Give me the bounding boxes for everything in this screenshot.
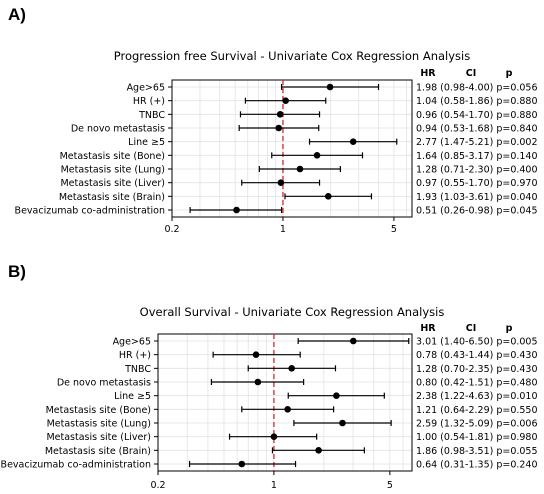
panel-a-row-label: HR (+): [133, 96, 165, 107]
panel-b-row-label: Age>65: [113, 337, 151, 348]
panel-a-row-stats: 0.97 (0.55-1.70) p=0.970: [416, 178, 538, 189]
panel-b-x-tick-label: 1: [271, 480, 277, 491]
panel-b-row-stats: 1.86 (0.98-3.51) p=0.055: [416, 446, 538, 457]
panel-a-x-tick-label: 5: [391, 224, 397, 235]
panel-b-hr-point: [315, 447, 322, 454]
panel-a-hr-point: [326, 83, 334, 91]
panel-a-row-stats: 0.51 (0.26-0.98) p=0.045: [416, 206, 538, 217]
panel-b-x-tick-label: 0.2: [150, 480, 165, 491]
panel-a-row-stats: 1.28 (0.71-2.30) p=0.400: [416, 165, 538, 176]
panel-b-row-label: Metastasis site (Bone): [46, 405, 151, 416]
panel-b-row-stats: 1.28 (0.70-2.35) p=0.430: [416, 364, 538, 375]
panel-a-row-label: Metastasis site (Brain): [59, 192, 165, 203]
panel-a-title: Progression free Survival - Univariate C…: [114, 49, 470, 63]
panel-b-letter: B): [8, 262, 26, 281]
panel-b-header-p: p: [506, 323, 513, 334]
panel-b-hr-point: [254, 378, 262, 386]
panel-b-hr-point: [252, 351, 260, 358]
panel-a-row-stats: 2.77 (1.47-5.21) p=0.002: [416, 137, 538, 148]
panel-a-row-label: Metastasis site (Liver): [60, 178, 165, 189]
panel-a-hr-point: [276, 111, 284, 118]
panel-a-row-stats: 1.04 (0.58-1.86) p=0.880: [416, 96, 538, 107]
panel-a-hr-point: [282, 97, 289, 104]
panel-a-header-p: p: [506, 68, 513, 79]
panel-a-row-stats: 1.98 (0.98-4.00) p=0.056: [416, 83, 538, 94]
panel-a-hr-point: [275, 124, 282, 132]
panel-b-hr-point: [284, 406, 291, 413]
panel-b-hr-point: [288, 365, 296, 372]
panel-a-header-ci: CI: [466, 68, 477, 79]
panel-a-row-label: Metastasis site (Lung): [61, 165, 165, 176]
panel-b-row-stats: 0.64 (0.31-1.35) p=0.240: [416, 460, 538, 471]
panel-b-row-label: TNBC: [124, 364, 151, 375]
panel-b-hr-point: [349, 337, 357, 345]
panel-b-row-label: De novo metastasis: [57, 378, 151, 389]
panel-a-hr-point: [296, 165, 304, 173]
panel-a-x-tick-label: 1: [280, 224, 286, 235]
panel-b-row-stats: 1.00 (0.54-1.81) p=0.980: [416, 432, 538, 443]
panel-b-row-stats: 1.21 (0.64-2.29) p=0.550: [416, 405, 538, 416]
panel-a-letter: A): [8, 5, 26, 24]
panel-a-row-label: Bevacizumab co-administration: [15, 206, 165, 217]
panel-b-axes-frame: [157, 333, 413, 472]
panel-b-row-label: HR (+): [119, 350, 151, 361]
panel-b-hr-point: [270, 433, 278, 440]
panel-a-row-stats: 1.64 (0.85-3.17) p=0.140: [416, 151, 538, 162]
panel-b-row-stats: 2.59 (1.32-5.09) p=0.006: [416, 419, 538, 430]
panel-b-row-label: Metastasis site (Lung): [47, 419, 151, 430]
panel-b-x-tick-label: 5: [387, 480, 393, 491]
panel-b-header-hr: HR: [420, 323, 436, 334]
panel-b-title: Overall Survival - Univariate Cox Regres…: [140, 305, 445, 319]
panel-a-hr-point: [277, 179, 285, 186]
panel-a-row-label: TNBC: [138, 110, 165, 121]
panel-b-row-stats: 0.78 (0.43-1.44) p=0.430: [416, 350, 538, 361]
panel-b-row-stats: 2.38 (1.22-4.63) p=0.010: [416, 391, 538, 402]
panel-a-row-stats: 0.96 (0.54-1.70) p=0.880: [416, 110, 538, 121]
panel-b-row-label: Bevacizumab co-administration: [1, 460, 151, 471]
panel-a-axes-frame: [171, 79, 413, 218]
panel-a-row-stats: 1.93 (1.03-3.61) p=0.040: [416, 192, 538, 203]
panel-a-row-label: Age>65: [127, 83, 165, 94]
panel-a-x-tick-label: 0.2: [164, 224, 179, 235]
panel-a-row-label: Line ≥5: [128, 137, 165, 148]
panel-b-row-stats: 3.01 (1.40-6.50) p=0.005: [416, 337, 538, 348]
panel-a-header-hr: HR: [420, 68, 436, 79]
panel-a-hr-point: [324, 193, 332, 200]
panel-b-hr-point: [238, 460, 246, 468]
panel-b-row-label: Metastasis site (Liver): [46, 432, 151, 443]
panel-b-hr-point: [339, 419, 346, 427]
panel-b-row-stats: 0.80 (0.42-1.51) p=0.480: [416, 378, 538, 389]
panel-b-row-label: Metastasis site (Brain): [45, 446, 151, 457]
panel-a-hr-point: [349, 138, 357, 145]
panel-a-hr-point: [313, 152, 321, 159]
panel-b-hr-point: [333, 392, 340, 399]
panel-a-row-label: Metastasis site (Bone): [60, 151, 165, 162]
panel-a-row-label: De novo metastasis: [71, 124, 165, 135]
panel-a-row-stats: 0.94 (0.53-1.68) p=0.840: [416, 124, 538, 135]
panel-b-row-label: Line ≥5: [114, 391, 151, 402]
panel-b-header-ci: CI: [466, 323, 477, 334]
panel-a-hr-point: [233, 206, 240, 214]
